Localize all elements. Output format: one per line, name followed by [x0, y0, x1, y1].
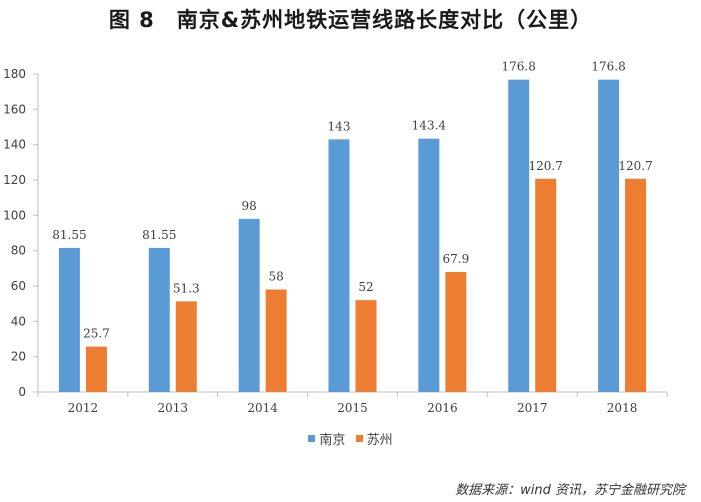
data-label-nanjing: 81.55: [52, 228, 86, 242]
bar-nanjing: [508, 79, 530, 393]
y-tick-label: 40: [11, 314, 26, 328]
bar-nanjing: [58, 247, 80, 392]
data-label-suzhou: 67.9: [442, 252, 469, 266]
source-note: 数据来源：wind 资讯，苏宁金融研究院: [455, 483, 685, 498]
legend: 南京 苏州: [0, 429, 701, 448]
data-label-nanjing: 81.55: [142, 228, 176, 242]
data-label-nanjing: 98: [242, 199, 257, 213]
y-tick-label: 60: [11, 279, 26, 293]
bar-suzhou: [625, 178, 647, 392]
data-label-nanjing: 176.8: [591, 60, 625, 74]
x-tick-label: 2017: [517, 401, 548, 415]
bar-nanjing: [238, 218, 260, 392]
bar-suzhou: [175, 301, 197, 392]
y-tick-label: 100: [3, 208, 26, 222]
x-tick-label: 2018: [607, 401, 638, 415]
x-tick-label: 2015: [337, 401, 368, 415]
bar-suzhou: [535, 178, 557, 392]
x-tick-label: 2012: [68, 401, 99, 415]
bar-nanjing: [328, 139, 350, 392]
x-tick-label: 2014: [247, 401, 278, 415]
y-tick-label: 160: [3, 102, 26, 116]
data-label-suzhou: 58: [269, 270, 284, 284]
data-label-suzhou: 120.7: [618, 159, 652, 173]
legend-label-nanjing: 南京: [319, 433, 346, 448]
bar-suzhou: [85, 346, 107, 392]
data-label-nanjing: 143: [328, 119, 351, 133]
y-tick-label: 180: [3, 67, 26, 81]
bar-nanjing: [598, 79, 620, 393]
data-label-suzhou: 120.7: [529, 159, 563, 173]
data-label-suzhou: 51.3: [173, 281, 200, 295]
legend-swatch-nanjing: [308, 435, 316, 442]
y-tick-label: 80: [11, 244, 26, 258]
bar-suzhou: [265, 289, 287, 392]
bar-suzhou: [355, 300, 377, 392]
data-label-nanjing: 143.4: [412, 119, 447, 133]
bar-nanjing: [148, 247, 170, 392]
y-tick-label: 20: [11, 350, 26, 364]
x-tick-label: 2013: [158, 401, 189, 415]
data-label-suzhou: 52: [358, 280, 373, 294]
y-tick-label: 140: [3, 138, 26, 152]
data-label-nanjing: 176.8: [502, 60, 536, 74]
x-tick-label: 2016: [427, 401, 458, 415]
y-tick-label: 120: [3, 173, 26, 187]
bar-nanjing: [418, 138, 440, 392]
legend-swatch-suzhou: [355, 435, 363, 442]
legend-label-suzhou: 苏州: [366, 433, 393, 448]
legend-item-nanjing: 南京: [308, 429, 345, 448]
legend-item-suzhou: 苏州: [355, 429, 393, 448]
chart-title: 图 8 南京&苏州地铁运营线路长度对比（公里）: [108, 8, 593, 32]
bar-suzhou: [445, 272, 467, 392]
data-label-suzhou: 25.7: [83, 327, 110, 341]
y-tick-label: 0: [18, 385, 26, 399]
